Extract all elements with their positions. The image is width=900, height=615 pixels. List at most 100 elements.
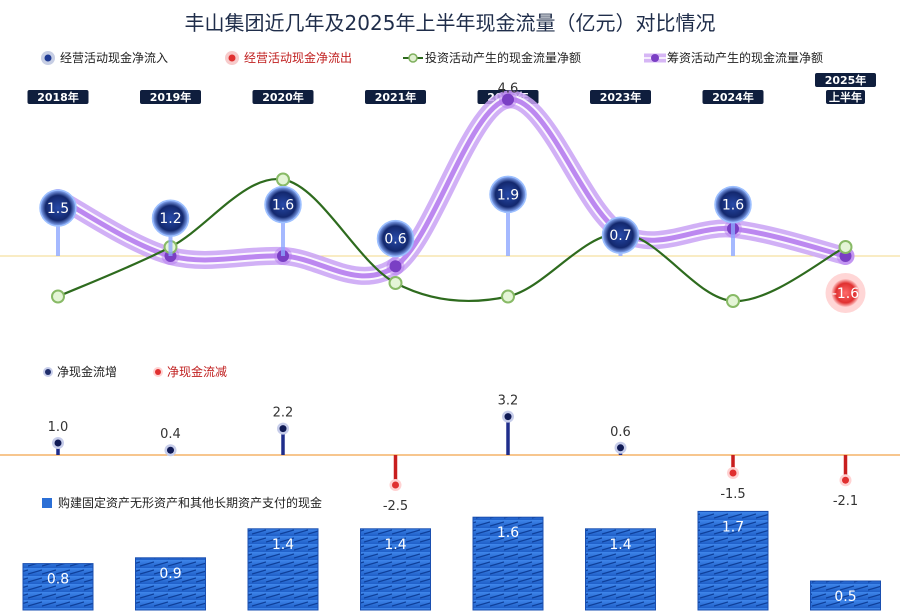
net-legend-marker: [45, 369, 51, 375]
net-change-legend: 净现金流增 净现金流减: [43, 364, 227, 379]
capex-bar: [22, 563, 94, 611]
year-label: 2024年: [712, 90, 754, 104]
capex-value-label: 1.6: [497, 525, 519, 541]
capex-bar: [697, 510, 769, 611]
legend-label: 投资活动产生的现金流量净额: [425, 50, 581, 65]
capex-bars: 0.8 0.9 1.4 1.4 1.6 1.4 1.7 0.5: [22, 510, 881, 611]
capex-bar: [247, 528, 319, 611]
year-label-bg: [365, 90, 426, 104]
net-stem-point: [279, 425, 287, 433]
year-label: 2018年: [37, 90, 79, 104]
legend-label: 经营活动现金净流出: [244, 50, 352, 65]
net-stem-point: [167, 446, 174, 454]
year-label: 2025年: [825, 73, 867, 87]
legend-label: 经营活动现金净流入: [60, 50, 168, 65]
year-label-bg: [27, 90, 89, 104]
investing-point: [838, 240, 853, 254]
net-legend-marker: [155, 369, 161, 375]
net-stem-point: [617, 444, 624, 452]
year-label-bg: [252, 90, 314, 104]
net-value-label: 3.2: [498, 394, 519, 409]
capex-value-label: 0.9: [159, 566, 181, 582]
net-stem-point: [54, 439, 62, 447]
year-label-bg: [826, 90, 865, 104]
net-value-label: 0.6: [610, 425, 631, 440]
inflow-stem: [506, 194, 510, 256]
inflow-value-label: 0.6: [384, 232, 406, 248]
financing-point: [502, 93, 514, 106]
net-stem-point: [504, 413, 512, 421]
investing-point: [388, 276, 403, 290]
year-label-bg: [815, 73, 876, 87]
inflow-value-label: 1.2: [159, 211, 181, 227]
inflow-value-label: 1.9: [497, 187, 519, 203]
inflow-value-label: 0.7: [609, 228, 631, 244]
inflow-stem: [56, 208, 60, 256]
financing-value-label: 4.6: [498, 82, 519, 97]
year-label: 2020年: [262, 90, 304, 104]
inflow-bubble: [39, 189, 77, 227]
inflow-bubble: [151, 199, 190, 237]
net-stem-point: [729, 469, 737, 477]
inflow-stem: [168, 218, 173, 256]
outflow-value-label: -1.6: [832, 286, 859, 302]
inflow-value-label: 1.6: [722, 198, 744, 214]
inflow-value-label: 1.5: [47, 201, 69, 217]
financing-point: [389, 260, 402, 273]
inflow-stem: [281, 204, 285, 256]
legend-marker: [228, 54, 236, 62]
capex-value-label: 0.5: [834, 589, 856, 605]
capex-value-label: 1.4: [272, 537, 294, 553]
investing-point: [501, 289, 515, 304]
inflow-bubble: [489, 175, 527, 214]
net-legend-label: 净现金流增: [57, 364, 117, 379]
legend-marker: [651, 54, 659, 62]
legend-marker: [408, 53, 418, 63]
net-value-label: -1.5: [720, 487, 745, 502]
capex-bar: [472, 516, 544, 611]
net-value-label: 1.0: [48, 420, 69, 435]
net-value-label: -2.1: [833, 494, 858, 509]
financing-band-inner: [55, 97, 848, 279]
financing-band: 4.60.8: [49, 82, 855, 285]
legend-label: 筹资活动产生的现金流量净额: [667, 50, 823, 65]
net-change-stems: 1.0 0.4 2.2 -2.5 3.2 0.6 -1.5 -2.1: [48, 394, 859, 514]
capex-value-label: 1.4: [609, 537, 631, 553]
capex-value-label: 1.4: [384, 537, 406, 553]
capex-legend-marker: [42, 498, 52, 508]
net-value-label: 0.4: [160, 427, 181, 442]
capex-bar: [585, 528, 656, 611]
chart-title: 丰山集团近几年及2025年上半年现金流量（亿元）对比情况: [185, 11, 716, 35]
capex-value-label: 0.8: [47, 572, 69, 588]
inflow-bubble: [601, 216, 640, 254]
year-label-bg: [140, 90, 201, 104]
year-label-bg: [590, 90, 651, 104]
capex-bar: [360, 528, 431, 611]
net-value-label: 2.2: [273, 406, 294, 421]
capex-legend: 购建固定资产无形资产和其他长期资产支付的现金: [42, 495, 322, 510]
inflow-bubble: [714, 185, 752, 224]
net-stem-point: [392, 481, 399, 489]
investing-point: [51, 289, 65, 304]
operating-bubbles: 1.5 1.2 1.6 0.6 1.9 0.7 1.6 -1.6: [39, 175, 866, 313]
year-label: 2019年: [150, 90, 192, 104]
capex-legend-label: 购建固定资产无形资产和其他长期资产支付的现金: [58, 495, 322, 510]
net-value-label: -2.5: [383, 499, 408, 514]
outflow-bubble: [831, 279, 860, 307]
year-label: 2021年: [375, 90, 417, 104]
year-label: 上半年: [829, 90, 862, 104]
investing-path: [57, 178, 846, 303]
capex-bar: [135, 557, 206, 611]
inflow-value-label: 1.6: [272, 198, 294, 214]
year-labels: 2018年2019年2020年2021年2022年2023年2024年2025年…: [27, 73, 876, 104]
legend-marker: [44, 54, 52, 62]
top-legend: 经营活动现金净流入 经营活动现金净流出 投资活动产生的现金流量净额 筹资活动产生的现金…: [41, 50, 823, 65]
year-label-bg: [702, 90, 764, 104]
investing-point: [726, 294, 740, 308]
inflow-bubble: [376, 219, 415, 258]
capex-bar: [810, 580, 881, 611]
inflow-bubble: [264, 185, 302, 224]
net-stem-point: [842, 476, 849, 484]
year-label: 2023年: [600, 90, 642, 104]
